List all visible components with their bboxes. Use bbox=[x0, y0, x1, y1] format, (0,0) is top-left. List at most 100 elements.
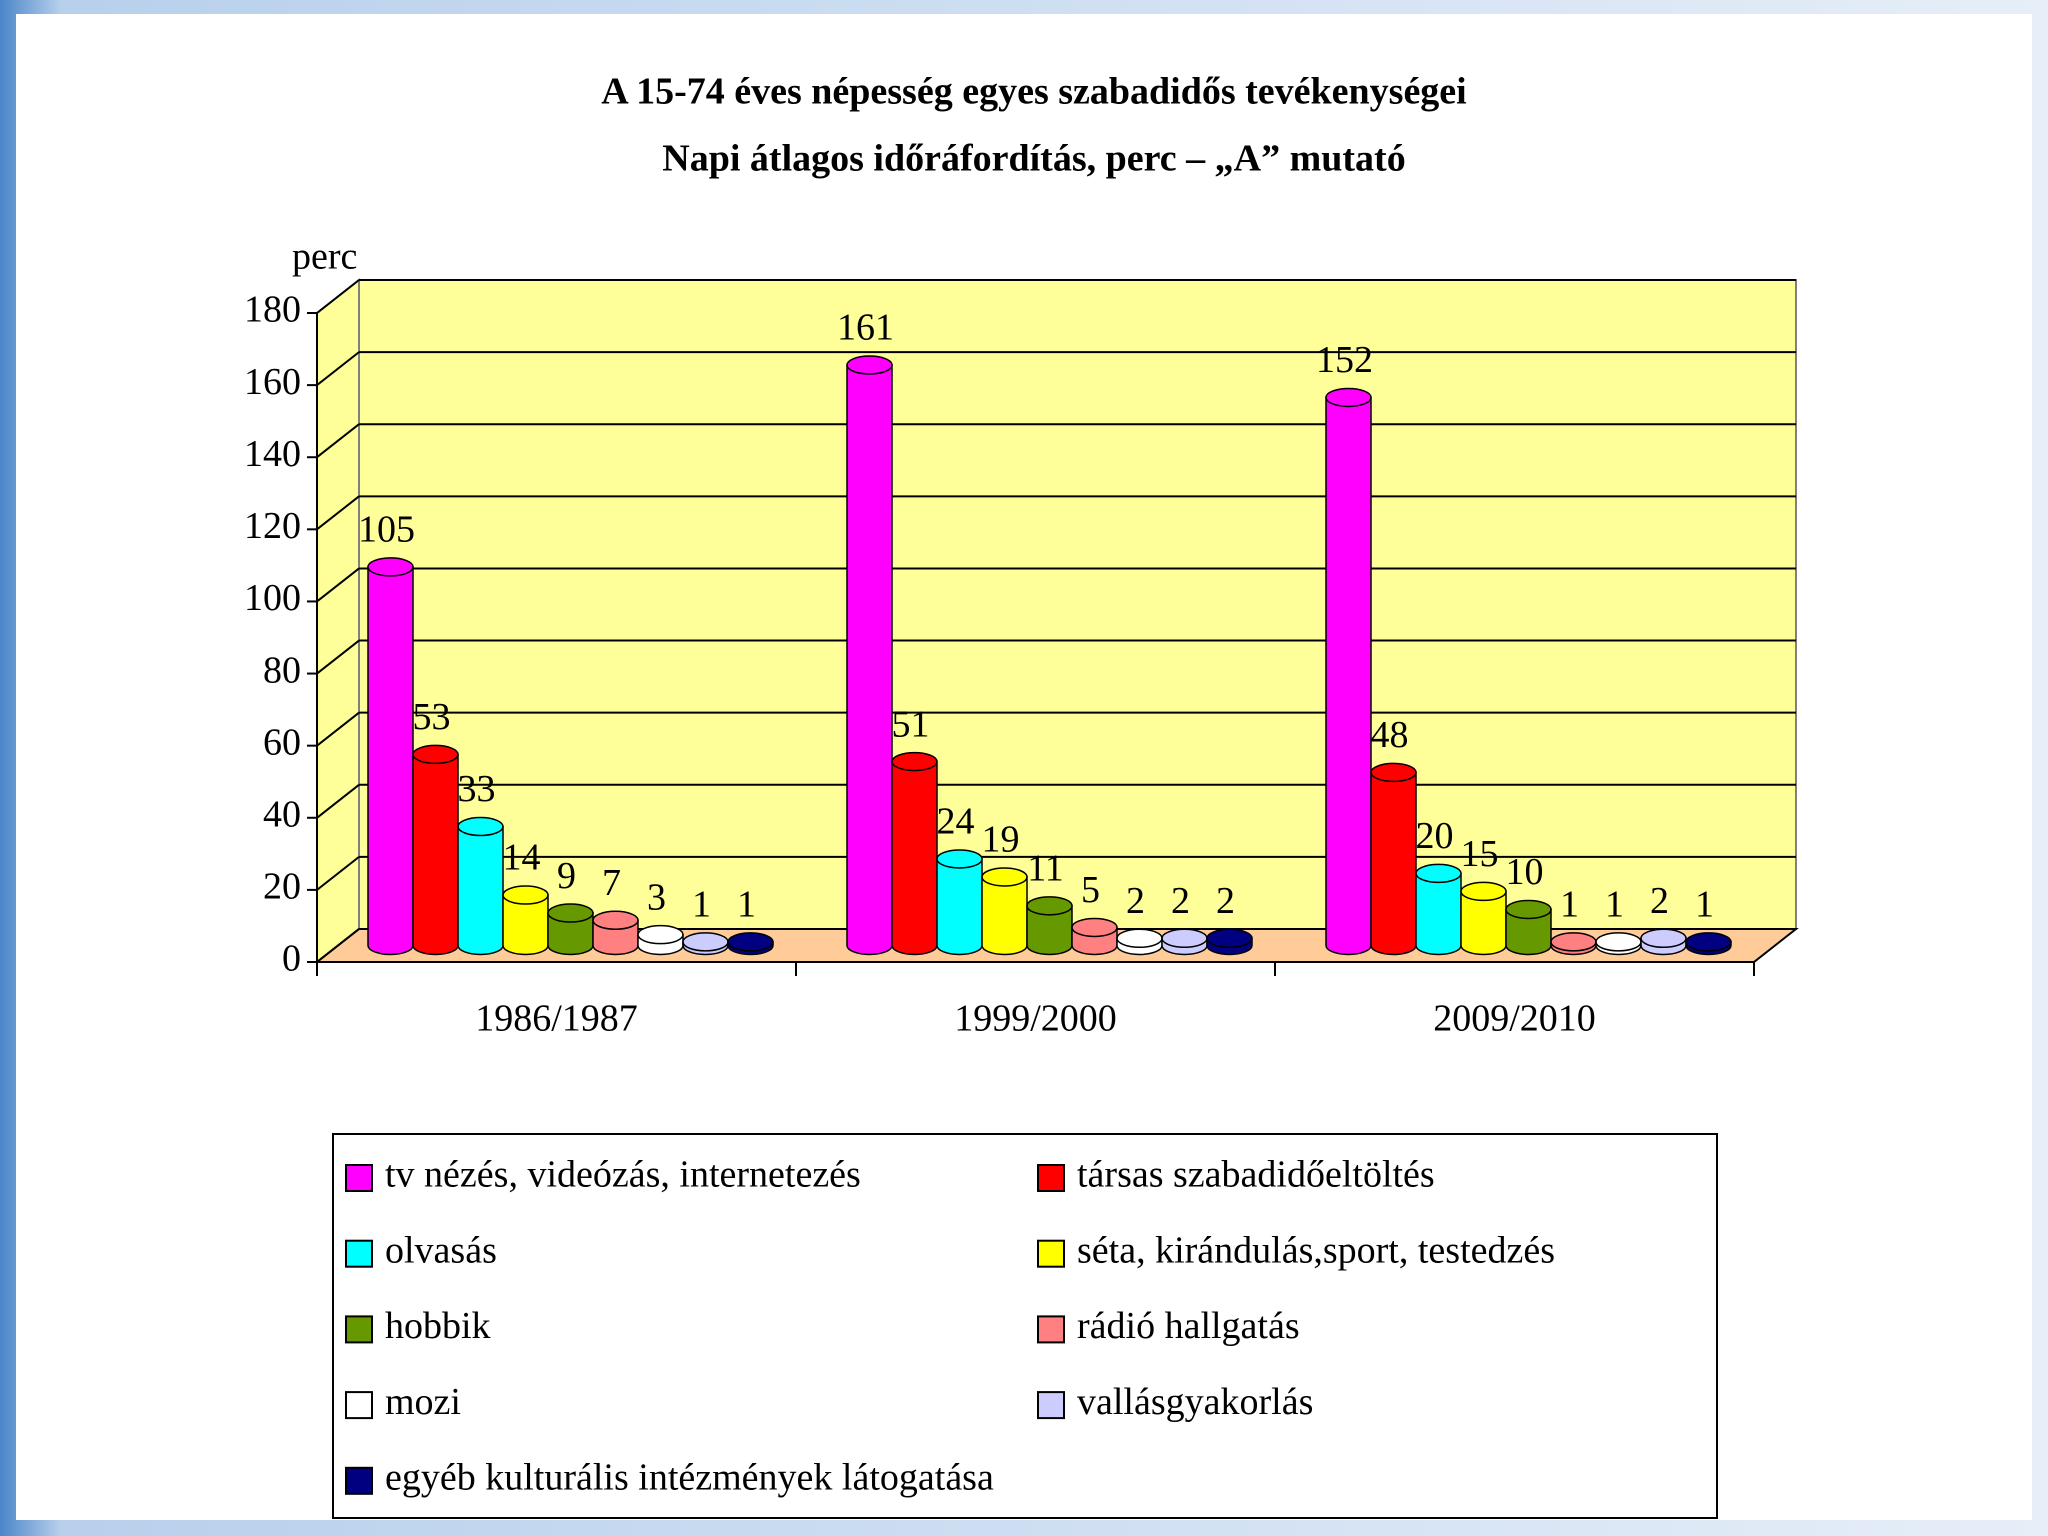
legend-swatch bbox=[1037, 1315, 1065, 1344]
bar-top bbox=[682, 932, 729, 952]
bar-top bbox=[1685, 932, 1732, 952]
x-tick-label: 1986/1987 bbox=[475, 998, 638, 1040]
bar-top bbox=[502, 885, 549, 905]
grid-line bbox=[316, 567, 360, 603]
grid-line bbox=[316, 639, 360, 675]
bar-top bbox=[1370, 762, 1417, 783]
legend-label: vallásgyakorlás bbox=[1077, 1381, 1313, 1423]
bar bbox=[891, 760, 938, 956]
bar bbox=[936, 858, 983, 956]
y-tick-label: 80 bbox=[263, 649, 301, 691]
bar-top bbox=[1206, 928, 1253, 949]
legend-label: mozi bbox=[385, 1381, 461, 1423]
data-label: 1 bbox=[1605, 884, 1624, 926]
y-axis-label: perc bbox=[292, 236, 357, 278]
x-tick-label: 1999/2000 bbox=[954, 998, 1117, 1040]
grid-line bbox=[316, 856, 360, 891]
legend-swatch bbox=[345, 1466, 373, 1495]
bar-top bbox=[891, 751, 938, 772]
grid-line bbox=[316, 351, 360, 386]
bar-top bbox=[1460, 881, 1507, 902]
legend-label: olvasás bbox=[385, 1229, 497, 1271]
bar-top bbox=[1595, 932, 1642, 952]
y-tick-label: 120 bbox=[244, 505, 301, 547]
data-label: 53 bbox=[413, 696, 451, 738]
legend-label: társas szabadidőeltöltés bbox=[1077, 1154, 1435, 1196]
x-tick-label: 2009/2010 bbox=[1433, 998, 1596, 1040]
data-label: 161 bbox=[837, 307, 894, 349]
y-tick-label: 40 bbox=[263, 793, 301, 835]
data-label: 24 bbox=[937, 801, 975, 843]
bar-top bbox=[1640, 928, 1687, 949]
bar-top bbox=[727, 932, 774, 952]
data-label: 33 bbox=[458, 768, 496, 810]
legend-label: hobbik bbox=[385, 1305, 491, 1347]
y-tick-label: 140 bbox=[244, 433, 301, 475]
legend-swatch bbox=[345, 1239, 373, 1268]
data-label: 152 bbox=[1316, 339, 1373, 381]
data-label: 2 bbox=[1650, 880, 1669, 922]
data-label: 2 bbox=[1126, 880, 1145, 922]
data-label: 1 bbox=[692, 884, 711, 926]
legend-swatch bbox=[1037, 1391, 1065, 1420]
bar-top bbox=[846, 355, 893, 375]
y-tick-label: 20 bbox=[263, 866, 301, 908]
y-tick-label: 100 bbox=[244, 577, 301, 619]
y-tick-label: 180 bbox=[244, 289, 301, 331]
chart-title: A 15-74 éves népesség egyes szabadidős t… bbox=[601, 71, 1466, 113]
data-label: 105 bbox=[358, 509, 415, 551]
bar-top bbox=[1505, 899, 1552, 920]
legend-swatch bbox=[1037, 1239, 1065, 1268]
data-label: 5 bbox=[1081, 869, 1100, 911]
bar bbox=[412, 753, 459, 956]
bar-top bbox=[1071, 917, 1118, 938]
legend-swatch bbox=[345, 1315, 373, 1344]
data-label: 7 bbox=[602, 862, 621, 904]
y-tick-label: 160 bbox=[244, 361, 301, 403]
chart-subtitle: Napi átlagos időráfordítás, perc – „A” m… bbox=[662, 138, 1405, 180]
bar-top bbox=[412, 744, 459, 765]
data-label: 20 bbox=[1416, 815, 1454, 857]
data-label: 15 bbox=[1461, 833, 1499, 875]
legend-swatch bbox=[1037, 1164, 1065, 1192]
grid-line bbox=[316, 279, 360, 314]
bar bbox=[846, 364, 893, 956]
data-label: 2 bbox=[1216, 880, 1235, 922]
data-label: 3 bbox=[647, 876, 666, 918]
data-label: 51 bbox=[892, 703, 930, 745]
bar-top bbox=[637, 924, 684, 945]
y-tick-label: 60 bbox=[263, 721, 301, 763]
data-label: 14 bbox=[503, 837, 541, 879]
y-tick-label: 0 bbox=[282, 938, 301, 980]
grid-line bbox=[316, 928, 360, 963]
data-label: 1 bbox=[737, 884, 756, 926]
bar-top bbox=[457, 816, 504, 837]
bar-top bbox=[936, 849, 983, 869]
legend-swatch bbox=[345, 1164, 373, 1192]
bar-top bbox=[1026, 896, 1073, 916]
bar bbox=[1370, 771, 1417, 956]
bar-top bbox=[1161, 928, 1208, 949]
data-label: 19 bbox=[982, 819, 1020, 861]
data-label: 9 bbox=[557, 855, 576, 897]
data-label: 10 bbox=[1506, 851, 1544, 893]
grid-line bbox=[316, 495, 360, 531]
bar bbox=[457, 825, 504, 956]
bar-top bbox=[367, 557, 414, 577]
grid-line bbox=[316, 783, 360, 819]
data-label: 1 bbox=[1695, 884, 1714, 926]
bar bbox=[367, 566, 414, 956]
bar bbox=[981, 876, 1028, 956]
bar-top bbox=[1116, 928, 1163, 949]
legend-label: tv nézés, videózás, internetezés bbox=[385, 1154, 861, 1196]
grid-line bbox=[316, 423, 360, 459]
bar-top bbox=[1415, 863, 1462, 884]
data-label: 11 bbox=[1027, 848, 1064, 890]
grid-line bbox=[316, 711, 360, 747]
bar-top bbox=[547, 903, 594, 923]
data-label: 48 bbox=[1371, 714, 1409, 756]
legend-swatch bbox=[345, 1391, 373, 1420]
legend-label: rádió hallgatás bbox=[1077, 1305, 1300, 1347]
